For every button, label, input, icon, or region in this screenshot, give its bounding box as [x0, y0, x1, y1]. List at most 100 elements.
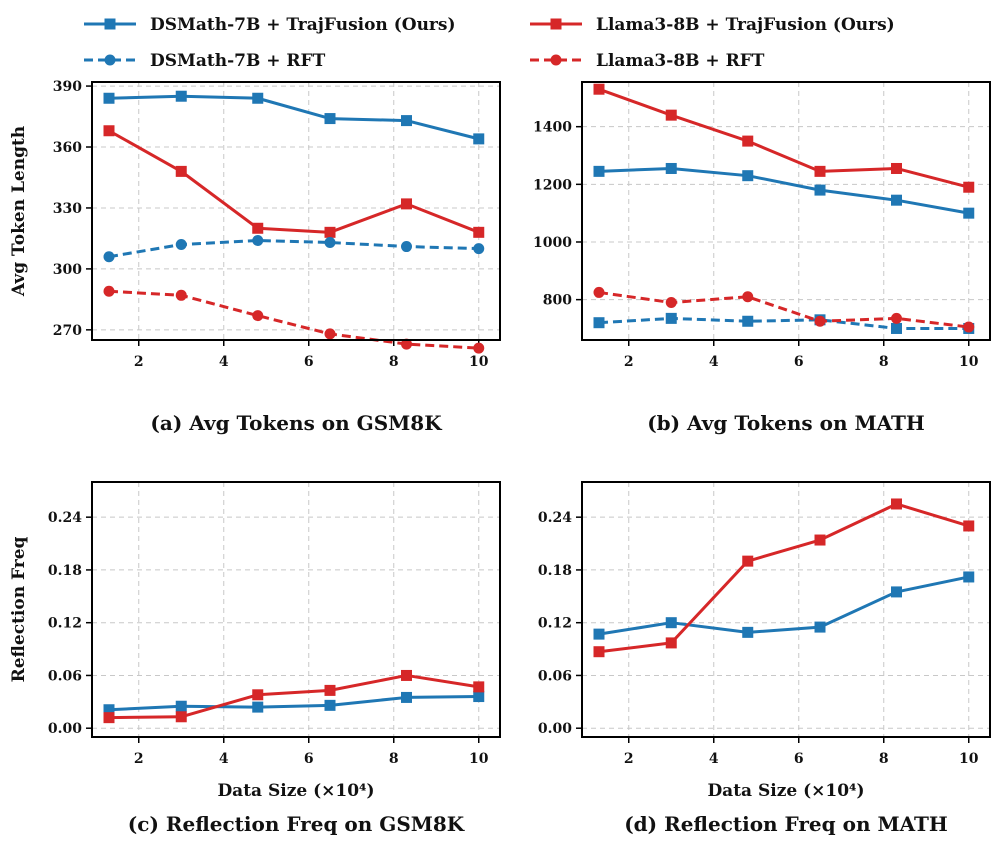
x-tick-label: 8 [389, 751, 399, 767]
series [593, 571, 975, 640]
x-tick-label: 6 [794, 751, 804, 767]
y-tick-label: 0.12 [538, 616, 572, 632]
data-point [665, 312, 677, 324]
y-tick-label: 0.12 [48, 616, 82, 632]
chart-panel: 2 4 6 8 10 270 300 330 360 390 Avg Token Length (a)… [9, 79, 501, 435]
series-line [598, 502, 970, 654]
data-point [175, 711, 187, 723]
data-point [103, 285, 115, 297]
data-point [593, 646, 605, 658]
data-point [814, 534, 826, 546]
data-point [175, 90, 187, 102]
data-point [593, 165, 605, 177]
data-point [175, 700, 187, 712]
plot-frame [91, 481, 501, 738]
x-tick-label: 8 [879, 751, 889, 767]
series-line [108, 94, 480, 141]
data-point [963, 571, 975, 583]
data-point [963, 181, 975, 193]
y-tick-label: 0.18 [48, 563, 82, 579]
data-point [742, 315, 754, 327]
x-axis-label: Data Size (×10⁴) [217, 781, 374, 801]
y-tick-label: 0.00 [538, 721, 572, 737]
data-point [252, 689, 264, 701]
legend-marker [104, 18, 116, 30]
y-tick-label: 0.18 [538, 563, 572, 579]
x-tick-label: 8 [389, 354, 399, 370]
data-point [252, 92, 264, 104]
y-tick-label: 360 [53, 140, 82, 156]
x-tick-label: 6 [304, 354, 314, 370]
data-point [103, 92, 115, 104]
legend-marker [550, 18, 562, 30]
data-point [252, 701, 264, 713]
y-tick-label: 0.24 [538, 510, 572, 526]
x-tick-label: 2 [134, 751, 144, 767]
chart-panel: 2 4 6 8 10 0.00 0.06 0.12 0.18 0.24 Data Size (×10… [538, 481, 991, 836]
chart-panel: 2 4 6 8 10 0.00 0.06 0.12 0.18 0.24 Reflection Fre… [9, 481, 501, 836]
series [593, 312, 975, 334]
data-point [814, 315, 826, 327]
data-point [891, 162, 902, 174]
legend-item: Llama3-8B + RFT [530, 51, 765, 71]
data-point [324, 699, 336, 711]
y-tick-label: 0.06 [48, 668, 82, 684]
data-point [473, 243, 485, 255]
x-tick-label: 4 [219, 751, 229, 767]
data-point [891, 312, 902, 324]
data-point [742, 170, 754, 182]
series-line [598, 166, 970, 215]
legend: DSMath-7B + TrajFusion (Ours) Llama3-8B +… [84, 15, 895, 71]
panel-caption: (b) Avg Tokens on MATH [647, 411, 925, 435]
series-line [598, 316, 969, 330]
data-point [103, 712, 115, 724]
series-line [108, 129, 480, 234]
series [593, 83, 975, 193]
data-point [891, 586, 902, 598]
data-point [252, 310, 264, 322]
y-tick-label: 390 [53, 79, 82, 95]
series-line [598, 575, 970, 636]
data-point [401, 198, 412, 210]
data-point [963, 520, 975, 532]
x-tick-label: 10 [959, 751, 979, 767]
data-point [401, 338, 412, 350]
y-axis-label: Avg Token Length [9, 126, 29, 297]
data-point [593, 286, 605, 298]
y-tick-label: 0.06 [538, 668, 572, 684]
y-tick-label: 1400 [533, 120, 572, 136]
x-tick-label: 6 [794, 354, 804, 370]
plot-frame [91, 81, 501, 341]
legend-marker [550, 54, 562, 66]
series-line [108, 673, 479, 720]
y-tick-label: 300 [53, 262, 82, 278]
data-point [324, 328, 336, 340]
data-point [742, 626, 754, 638]
data-point [742, 555, 754, 567]
x-tick-label: 10 [959, 354, 979, 370]
data-point [401, 691, 412, 703]
series-line [598, 290, 969, 329]
data-point [252, 234, 264, 246]
data-point [963, 207, 975, 219]
x-tick-label: 2 [624, 354, 634, 370]
plot-frame [581, 481, 991, 738]
legend-marker [104, 54, 116, 66]
data-point [324, 684, 336, 696]
data-point [324, 236, 336, 248]
data-point [593, 83, 605, 95]
data-point [175, 289, 187, 301]
x-tick-label: 2 [624, 751, 634, 767]
series-line [108, 238, 479, 259]
series [593, 162, 975, 219]
y-tick-label: 330 [53, 201, 82, 217]
data-point [401, 669, 412, 681]
y-tick-label: 0.24 [48, 510, 82, 526]
data-point [103, 251, 115, 263]
y-tick-label: 0.00 [48, 721, 82, 737]
series [593, 286, 975, 333]
legend-item: DSMath-7B + RFT [84, 51, 326, 71]
legend-label: DSMath-7B + RFT [150, 51, 326, 71]
y-tick-label: 270 [53, 323, 82, 339]
